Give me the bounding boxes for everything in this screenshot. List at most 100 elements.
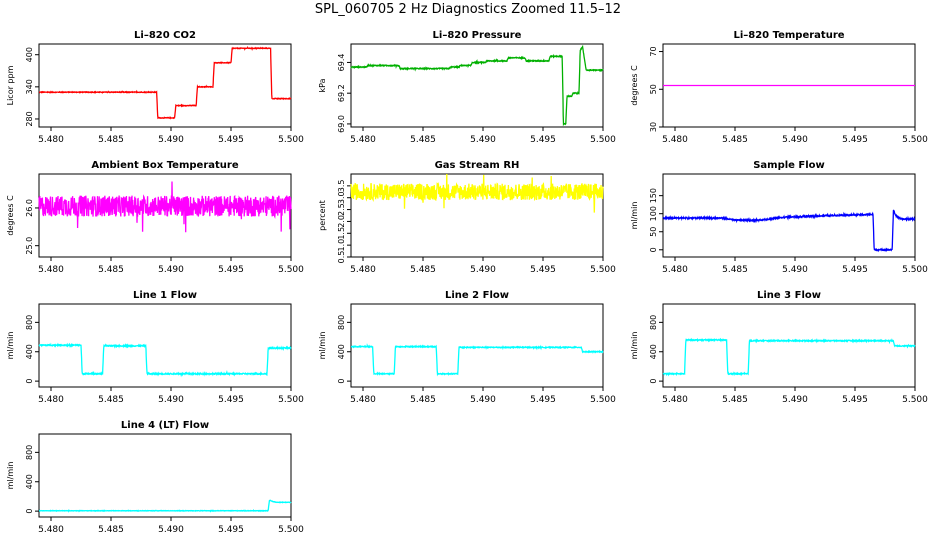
chart-panel-10: Line 4 (LT) Flow 5.480 5.485 5.490 5.495 5.50…	[6, 420, 304, 535]
y-axis-label: ml/min	[6, 332, 15, 360]
y-tick-label: 69.0	[337, 115, 346, 133]
y-tick-label: 280	[25, 111, 34, 126]
x-tick-label: 5.480	[350, 395, 376, 405]
plot-frame	[38, 173, 292, 258]
y-tick-label: 400	[25, 344, 34, 359]
x-tick-label: 5.485	[98, 135, 124, 145]
y-tick-label: 400	[337, 344, 346, 359]
y-tick-label: 800	[337, 315, 346, 330]
y-tick-label: 2.0	[337, 215, 346, 228]
y-tick-label: 2.5	[337, 203, 346, 216]
x-tick-label: 5.490	[470, 395, 496, 405]
y-axis-label: percent	[318, 200, 327, 231]
y-tick-label: 50	[649, 84, 658, 94]
x-tick-label: 5.495	[842, 395, 868, 405]
y-tick-label: 69.2	[337, 84, 346, 102]
x-tick-label: 5.485	[722, 395, 748, 405]
y-axis-label: ml/min	[318, 332, 327, 360]
plot-frame	[662, 173, 916, 258]
y-axis-label: Licor ppm	[6, 65, 15, 105]
y-tick-label: 340	[25, 79, 34, 94]
x-tick-label: 5.480	[38, 525, 64, 535]
x-tick-label: 5.495	[218, 395, 244, 405]
chart-title: Line 1 Flow	[133, 290, 197, 301]
y-axis-label: kPa	[318, 78, 327, 92]
series-line	[38, 181, 292, 233]
y-tick-label: 25.0	[25, 237, 34, 255]
x-tick-label: 5.495	[842, 135, 868, 145]
chart-title: Gas Stream RH	[435, 160, 520, 171]
series-line	[350, 343, 604, 377]
y-tick-label: 3.0	[337, 191, 346, 204]
plot-frame	[662, 303, 916, 388]
chart-panel-6: Sample Flow 5.480 5.485 5.490 5.495 5.500 0 50 1…	[630, 160, 928, 275]
x-tick-label: 5.495	[842, 265, 868, 275]
series-line	[350, 44, 604, 127]
chart-panel-7: Line 1 Flow 5.480 5.485 5.490 5.495 5.500 0 400…	[6, 290, 304, 405]
chart-panel-8: Line 2 Flow 5.480 5.485 5.490 5.495 5.500 0 400…	[318, 290, 616, 405]
y-tick-label: 30	[649, 122, 658, 132]
x-tick-label: 5.500	[278, 395, 304, 405]
chart-title: Ambient Box Temperature	[91, 160, 238, 171]
x-tick-label: 5.490	[782, 265, 808, 275]
chart-title: Li–820 Temperature	[733, 30, 844, 41]
y-tick-label: 70	[649, 46, 658, 56]
y-tick-label: 0	[337, 379, 346, 384]
x-tick-label: 5.500	[902, 395, 928, 405]
plot-frame	[38, 43, 292, 128]
chart-panel-9: Line 3 Flow 5.480 5.485 5.490 5.495 5.500 0 400…	[630, 290, 928, 405]
chart-panel-2: Li–820 Pressure 5.480 5.485 5.490 5.495 5.500…	[318, 30, 616, 145]
y-tick-label: 150	[649, 188, 658, 203]
x-tick-label: 5.500	[902, 265, 928, 275]
x-tick-label: 5.500	[902, 135, 928, 145]
plot-frame	[350, 173, 604, 258]
y-tick-label: 800	[25, 445, 34, 460]
y-tick-label: 3.5	[337, 179, 346, 192]
x-tick-label: 5.495	[218, 525, 244, 535]
y-tick-label: 69.4	[337, 54, 346, 72]
series-line	[662, 337, 916, 377]
chart-title: Li–820 CO2	[134, 30, 196, 41]
chart-title: Line 3 Flow	[757, 290, 821, 301]
chart-title: Line 4 (LT) Flow	[121, 420, 209, 431]
x-tick-label: 5.485	[410, 265, 436, 275]
chart-title: Line 2 Flow	[445, 290, 509, 301]
x-tick-label: 5.490	[158, 525, 184, 535]
y-axis-label: degrees C	[6, 195, 15, 236]
chart-title: Li–820 Pressure	[433, 30, 522, 41]
x-tick-label: 5.500	[278, 525, 304, 535]
plot-frame	[38, 433, 292, 518]
x-tick-label: 5.480	[662, 265, 688, 275]
x-tick-label: 5.485	[98, 395, 124, 405]
y-tick-label: 26.0	[25, 199, 34, 217]
y-tick-label: 1.0	[337, 239, 346, 252]
y-tick-label: 0	[649, 247, 658, 252]
x-tick-label: 5.490	[158, 265, 184, 275]
x-tick-label: 5.490	[782, 395, 808, 405]
series-line	[350, 173, 604, 213]
x-tick-label: 5.500	[278, 135, 304, 145]
x-tick-label: 5.490	[158, 135, 184, 145]
x-tick-label: 5.495	[218, 265, 244, 275]
chart-panel-1: Li–820 CO2 5.480 5.485 5.490 5.495 5.500 280 34…	[6, 30, 304, 145]
y-tick-label: 100	[649, 206, 658, 221]
y-tick-label: 400	[25, 47, 34, 62]
x-tick-label: 5.480	[350, 135, 376, 145]
chart-panel-4: Ambient Box Temperature 5.480 5.485 5.490 5.…	[6, 160, 304, 275]
x-tick-label: 5.500	[278, 265, 304, 275]
x-tick-label: 5.495	[530, 395, 556, 405]
y-axis-label: ml/min	[6, 462, 15, 490]
x-tick-label: 5.480	[350, 265, 376, 275]
x-tick-label: 5.490	[158, 395, 184, 405]
y-tick-label: 50	[649, 227, 658, 237]
figure-title: SPL_060705 2 Hz Diagnostics Zoomed 11.5–…	[314, 2, 622, 17]
y-axis-label: ml/min	[630, 332, 639, 360]
plot-frame	[350, 43, 604, 128]
x-tick-label: 5.495	[218, 135, 244, 145]
chart-panel-3: Li–820 Temperature 5.480 5.485 5.490 5.495 5.…	[630, 30, 928, 145]
y-axis-label: degrees C	[630, 65, 639, 106]
y-tick-label: 1.5	[337, 227, 346, 240]
y-axis-label: ml/min	[630, 202, 639, 230]
x-tick-label: 5.485	[98, 265, 124, 275]
